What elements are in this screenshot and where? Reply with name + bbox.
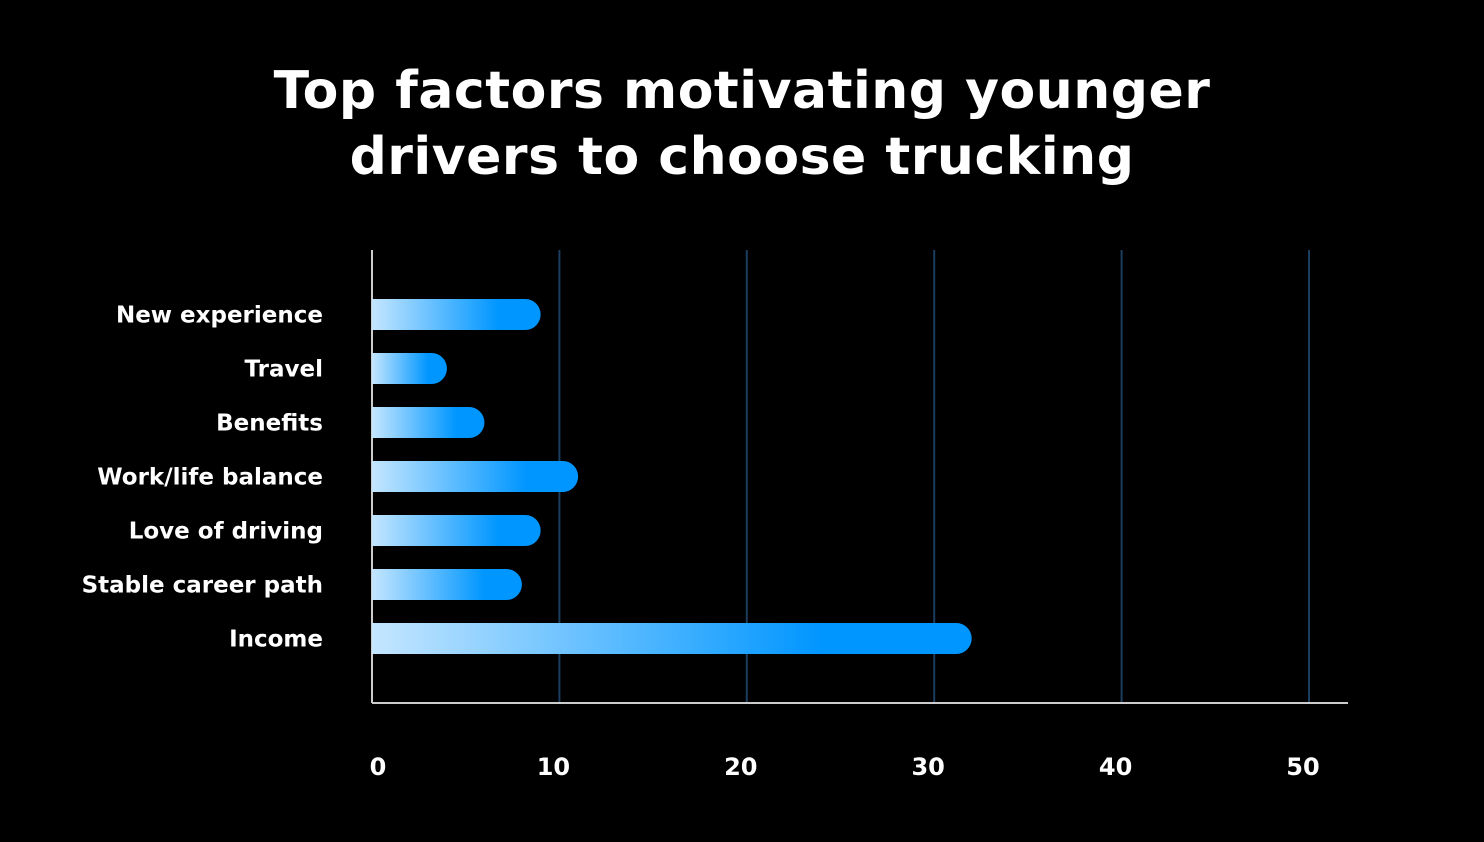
- chart-title-line-2: drivers to choose trucking: [349, 127, 1135, 187]
- x-tick-label: 40: [1099, 753, 1132, 781]
- category-label: Stable career path: [82, 573, 323, 599]
- category-label: Travel: [244, 357, 323, 383]
- bar: [372, 461, 579, 492]
- category-label: Benefits: [216, 411, 323, 437]
- chart-title: Top factors motivating younger drivers t…: [0, 58, 1484, 190]
- x-tick-label: 30: [911, 753, 944, 781]
- bar: [372, 515, 541, 546]
- bar: [372, 622, 972, 654]
- bar: [372, 299, 541, 330]
- x-tick-label: 50: [1286, 753, 1319, 781]
- chart-title-line-1: Top factors motivating younger: [273, 61, 1211, 121]
- bar: [372, 353, 447, 384]
- category-label: New experience: [116, 303, 323, 329]
- x-tick-label: 20: [724, 753, 757, 781]
- category-label: Love of driving: [129, 519, 323, 545]
- category-label: Work/life balance: [97, 465, 323, 491]
- x-tick-label: 10: [537, 753, 570, 781]
- x-tick-label: 0: [370, 753, 387, 781]
- bar: [372, 569, 522, 600]
- bar: [372, 407, 485, 438]
- category-label: Income: [229, 627, 323, 653]
